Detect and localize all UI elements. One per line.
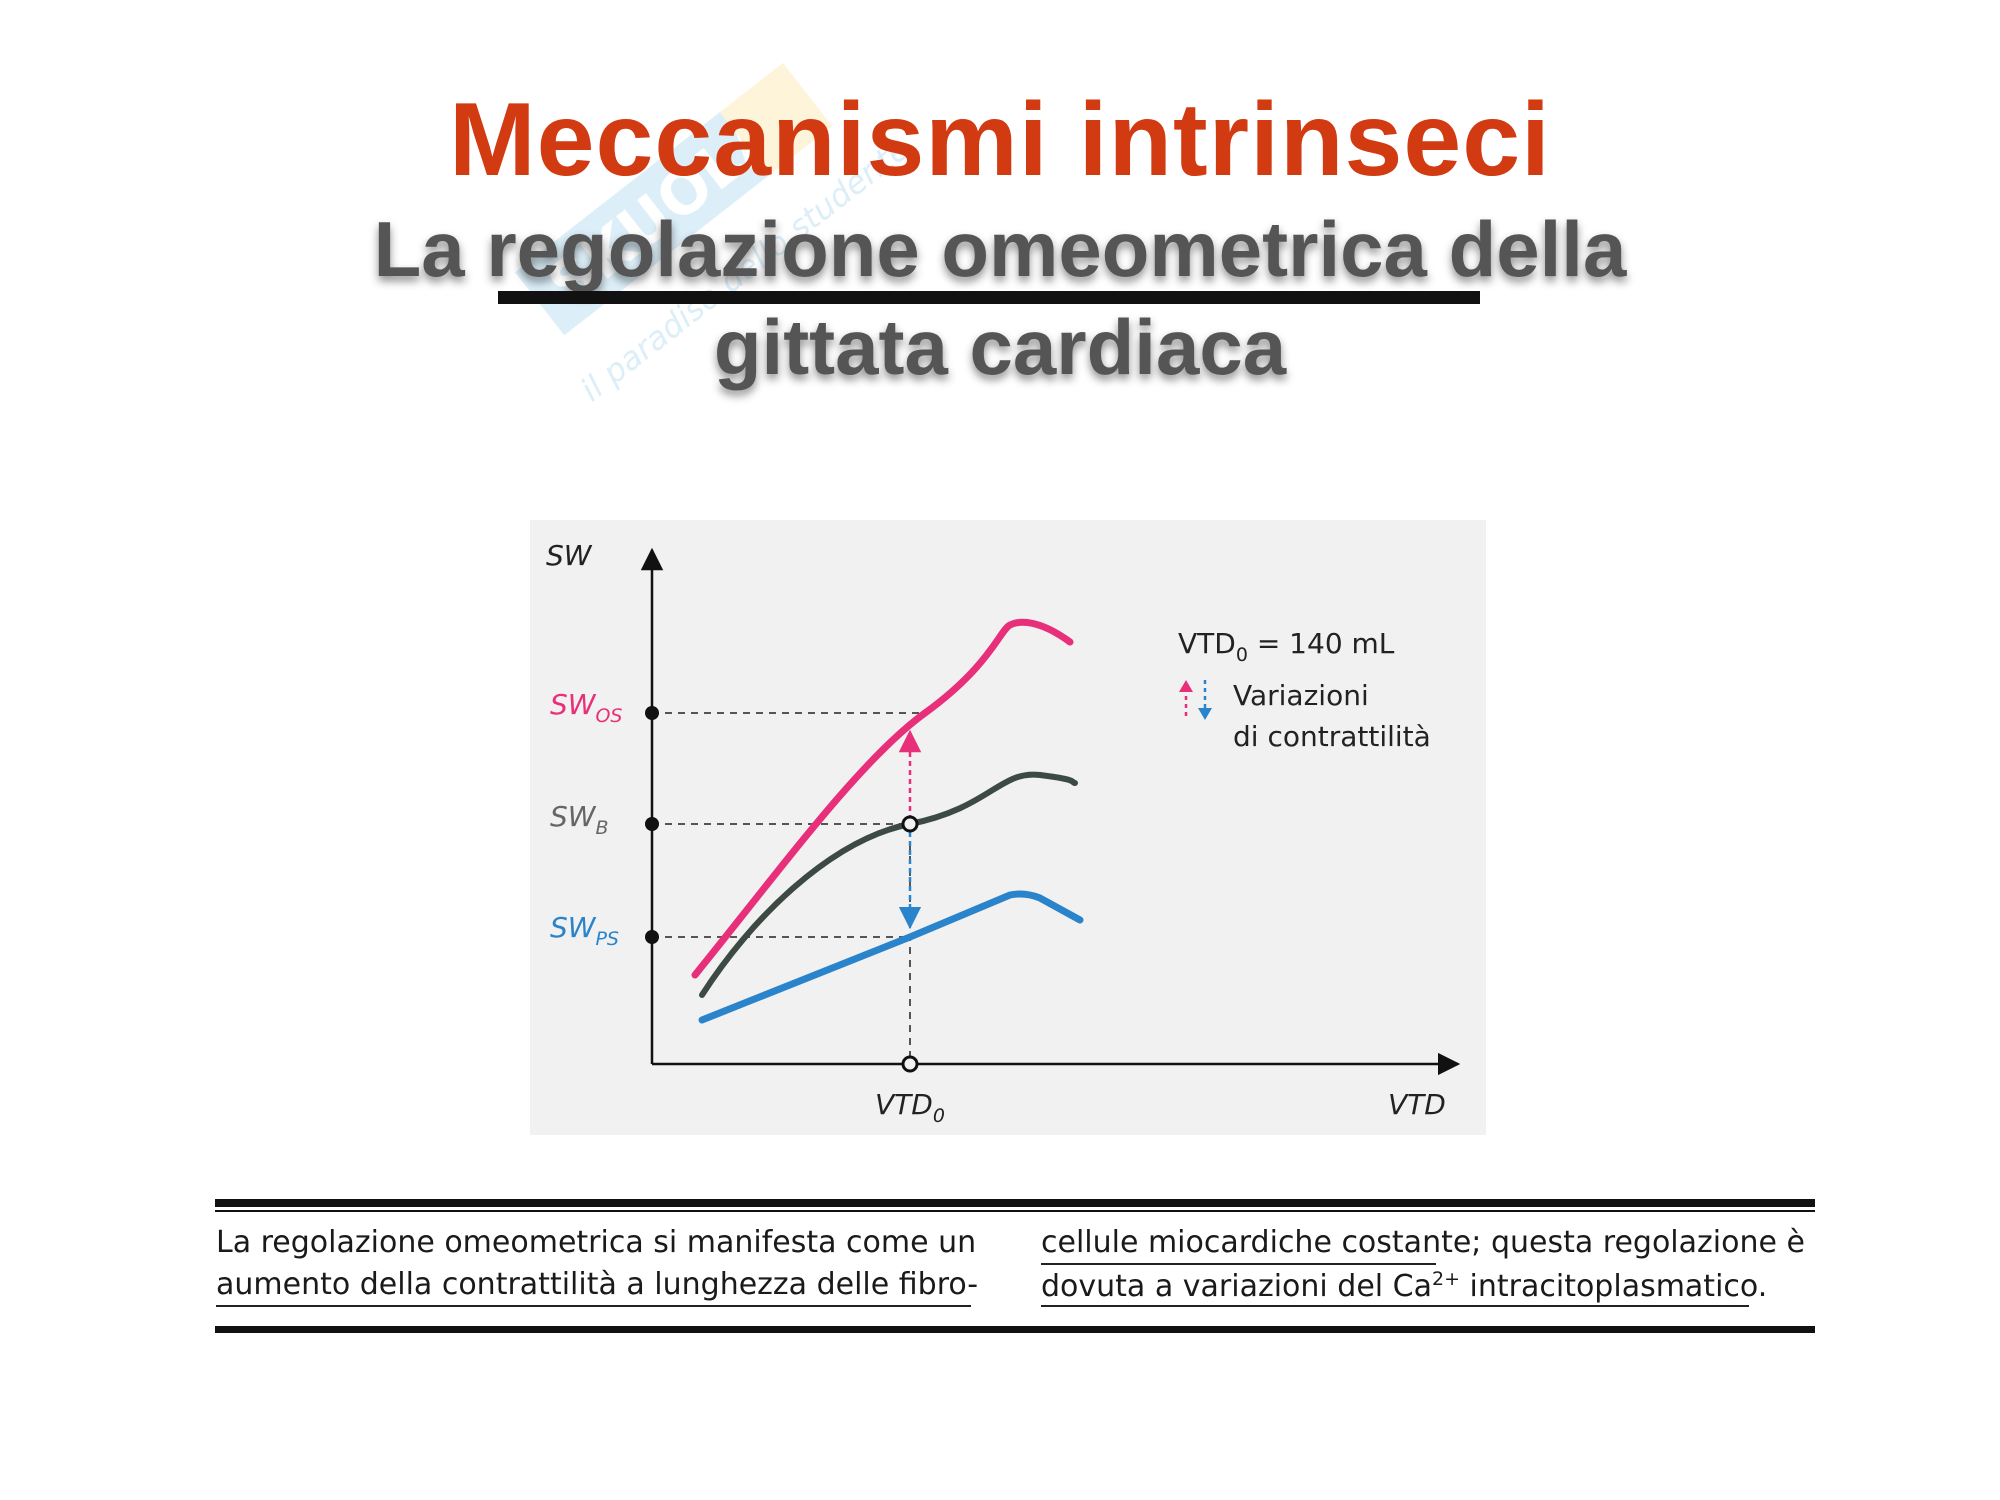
x-axis-label: VTD (1388, 1088, 1446, 1121)
subtitle-underline (498, 291, 1480, 304)
slide-title: Meccanismi intrinseci (449, 82, 1551, 198)
caption-underline-right-1 (1041, 1263, 1436, 1265)
caption-left-line-2: aumento della contrattilità a lunghezza … (216, 1267, 979, 1302)
curve-sw-os (691, 618, 1074, 979)
caption-top-rule (215, 1199, 1815, 1207)
slide-subtitle-line-2: gittata cardiaca (713, 303, 1287, 391)
caption-right-line-1: cellule miocardiche costante; questa reg… (1041, 1225, 1805, 1260)
legend-label-line-1: Variazioni (1233, 679, 1369, 712)
y-point-sw-os (645, 706, 659, 720)
caption-right-line-2-b: intracitoplasmatico. (1460, 1269, 1768, 1304)
caption-bottom-rule (215, 1326, 1815, 1333)
y-point-sw-ps (645, 930, 659, 944)
x-point-vtd0 (901, 1055, 919, 1073)
reference-point-vtd0 (901, 815, 919, 833)
y-tick-sw-b: SWB (550, 800, 609, 839)
sw-vtd-chart: SW VTD SWOS SWB SWPS VTD0 VTD0 = 140 mL (530, 520, 1486, 1135)
y-point-sw-b (645, 817, 659, 831)
slide-subtitle-line-1: La regolazione omeometrica della (373, 205, 1627, 293)
legend-label-line-2: di contrattilità (1233, 720, 1431, 753)
curve-sw-b (699, 771, 1078, 998)
caption-right-line-2-a: dovuta a variazioni del Ca (1041, 1269, 1432, 1304)
y-tick-sw-os: SWOS (550, 688, 622, 727)
caption-left-line-1: La regolazione omeometrica si manifesta … (216, 1225, 977, 1260)
caption-ca-superscript: 2+ (1431, 1268, 1460, 1290)
caption-top-rule-thin (215, 1210, 1815, 1212)
legend-contractility-symbol (1179, 680, 1212, 720)
legend-vtd0-value: VTD0 = 140 mL (1178, 627, 1395, 666)
caption-underline-left (216, 1305, 971, 1307)
caption-right-line-2: dovuta a variazioni del Ca2+ intracitopl… (1041, 1270, 1767, 1302)
y-tick-sw-ps: SWPS (550, 911, 619, 950)
chart-svg: SW VTD SWOS SWB SWPS VTD0 VTD0 = 140 mL (546, 539, 1461, 1127)
caption-underline-right-2 (1041, 1305, 1749, 1307)
x-tick-vtd0: VTD0 (875, 1088, 945, 1127)
y-axis-label: SW (546, 539, 593, 572)
curve-sw-ps (698, 890, 1084, 1024)
